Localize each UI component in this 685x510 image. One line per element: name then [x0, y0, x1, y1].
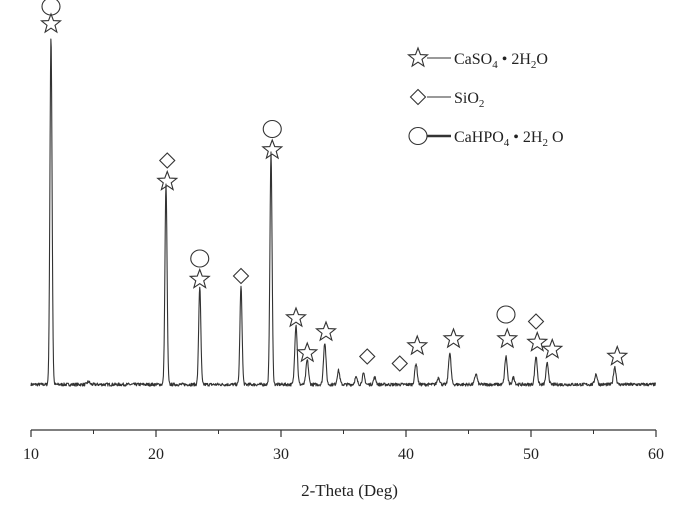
- star-marker-icon: [39, 12, 63, 34]
- diamond-marker-icon: [232, 267, 250, 285]
- legend-label: CaHPO4 • 2H2 O: [454, 129, 564, 149]
- star-marker-icon: [156, 169, 179, 191]
- x-tick-label: 40: [398, 446, 414, 463]
- circle-marker-icon: [190, 249, 210, 268]
- x-tick-label: 30: [273, 446, 289, 463]
- circle-marker-icon: [262, 119, 282, 139]
- star-marker-icon: [496, 327, 519, 349]
- star-marker-icon: [406, 334, 429, 356]
- legend-label: CaSO4 • 2H2O: [454, 51, 548, 71]
- x-tick-label: 20: [148, 446, 164, 463]
- star-marker-icon: [188, 267, 211, 289]
- x-axis-ticks: 10 20 30 40 50 60: [23, 430, 664, 463]
- diamond-marker-icon: [391, 355, 409, 372]
- star-marker-icon: [296, 341, 319, 363]
- legend-entry: CaSO4 • 2H2O: [406, 46, 548, 71]
- star-marker-icon: [442, 327, 465, 349]
- legend-label: SiO2: [454, 90, 484, 110]
- star-marker-icon: [526, 330, 549, 352]
- x-tick-label: 10: [23, 446, 39, 463]
- diamond-marker-icon: [358, 348, 376, 365]
- legend-diamond-icon: [409, 88, 427, 106]
- legend-star-icon: [406, 46, 430, 68]
- diamond-marker-icon: [527, 313, 545, 330]
- xrd-trace-line: [30, 38, 657, 387]
- annotation-markers: [39, 0, 629, 372]
- star-marker-icon: [314, 320, 338, 342]
- star-marker-icon: [284, 306, 308, 328]
- star-marker-icon: [606, 344, 629, 366]
- star-marker-icon: [541, 337, 564, 359]
- x-axis-title: 2-Theta (Deg): [301, 481, 398, 500]
- circle-marker-icon: [496, 305, 516, 324]
- legend: CaSO4 • 2H2O SiO2 CaHPO4 • 2H2 O: [406, 46, 564, 149]
- legend-entry: CaHPO4 • 2H2 O: [408, 126, 564, 149]
- x-tick-label: 50: [523, 446, 539, 463]
- legend-circle-icon: [408, 126, 428, 146]
- legend-entry: SiO2: [409, 88, 484, 110]
- diamond-marker-icon: [158, 152, 176, 169]
- x-tick-label: 60: [648, 446, 664, 463]
- star-marker-icon: [261, 138, 284, 160]
